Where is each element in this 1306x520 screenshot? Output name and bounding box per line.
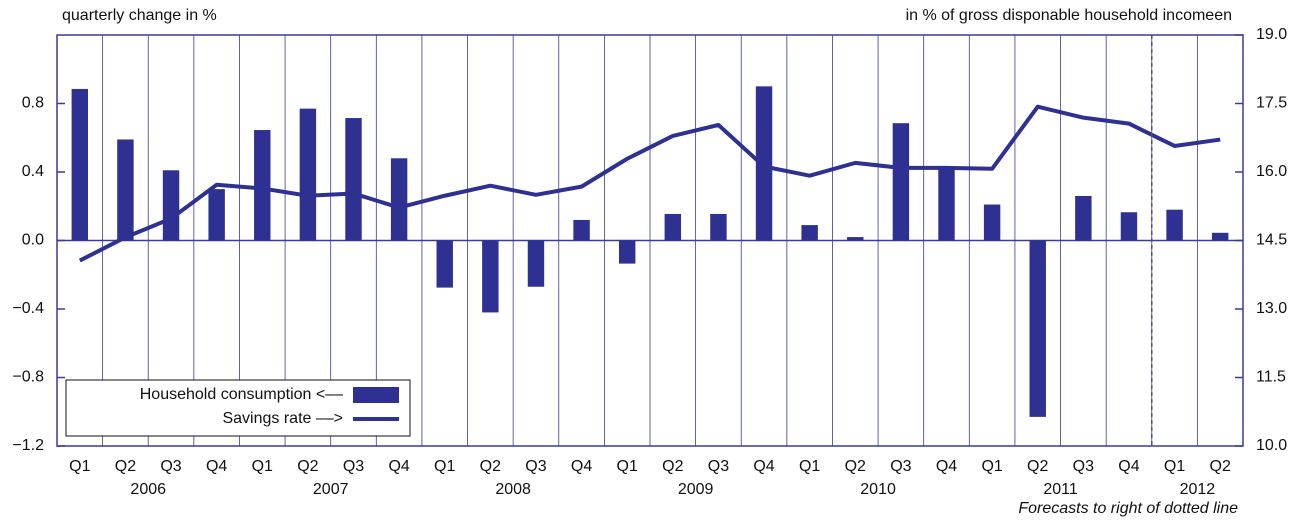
x-tick-label: Q1 bbox=[434, 458, 455, 475]
year-label: 2008 bbox=[495, 481, 531, 498]
x-tick-label: Q4 bbox=[753, 458, 774, 475]
year-label: 2006 bbox=[130, 481, 166, 498]
year-label: 2007 bbox=[313, 481, 349, 498]
plot-frame bbox=[56, 34, 1244, 447]
x-tick-label: Q1 bbox=[1164, 458, 1185, 475]
y-tick-label: −1.2 bbox=[12, 437, 44, 454]
left-axis-label: quarterly change in % bbox=[62, 7, 217, 24]
bar bbox=[573, 219, 590, 241]
bar bbox=[983, 204, 1001, 241]
legend-box bbox=[65, 379, 411, 437]
x-tick-label: Q2 bbox=[297, 458, 318, 475]
x-tick-label: Q1 bbox=[799, 458, 820, 475]
bar bbox=[938, 166, 955, 241]
year-label: 2009 bbox=[678, 481, 714, 498]
bar bbox=[1166, 209, 1183, 241]
bar bbox=[618, 240, 636, 264]
y2-tick-label: 16.0 bbox=[1256, 163, 1287, 180]
x-tick-label: Q3 bbox=[708, 458, 729, 475]
bar bbox=[847, 237, 864, 241]
x-tick-label: Q2 bbox=[480, 458, 501, 475]
bar bbox=[664, 213, 682, 241]
bar bbox=[390, 158, 408, 241]
y2-tick-label: 17.5 bbox=[1256, 95, 1287, 112]
x-tick-label: Q4 bbox=[388, 458, 409, 475]
x-tick-label: Q2 bbox=[845, 458, 866, 475]
line bbox=[78, 104, 1221, 263]
y-tick-label: −0.4 bbox=[12, 300, 44, 317]
x-tick-label: Q4 bbox=[571, 458, 592, 475]
year-label: 2010 bbox=[860, 481, 896, 498]
y-tick-label: 0.8 bbox=[22, 95, 44, 112]
x-tick-label: Q3 bbox=[343, 458, 364, 475]
x-tick-label: Q3 bbox=[525, 458, 546, 475]
bar bbox=[299, 108, 317, 241]
bar bbox=[117, 139, 134, 241]
y2-tick-label: 19.0 bbox=[1256, 26, 1287, 43]
bar bbox=[755, 86, 773, 241]
bar bbox=[162, 170, 180, 241]
x-tick-label: Q1 bbox=[617, 458, 638, 475]
year-label: 2011 bbox=[1043, 481, 1078, 498]
bar bbox=[892, 123, 910, 241]
bar bbox=[710, 213, 727, 241]
x-tick-label: Q2 bbox=[1027, 458, 1048, 475]
x-tick-label: Q3 bbox=[890, 458, 911, 475]
bar bbox=[482, 240, 499, 313]
bar bbox=[1120, 212, 1138, 241]
right-axis-label: in % of gross disponable household incom… bbox=[906, 7, 1232, 24]
x-tick-label: Q2 bbox=[115, 458, 136, 475]
x-tick-label: Q1 bbox=[69, 458, 90, 475]
y2-tick-label: 10.0 bbox=[1256, 437, 1287, 454]
y2-tick-label: 13.0 bbox=[1256, 300, 1287, 317]
x-tick-label: Q2 bbox=[1210, 458, 1231, 475]
bar bbox=[1075, 195, 1092, 241]
bar bbox=[1029, 240, 1046, 417]
x-tick-label: Q4 bbox=[1118, 458, 1139, 475]
bar bbox=[254, 130, 271, 241]
x-tick-label: Q4 bbox=[936, 458, 957, 475]
bar bbox=[527, 240, 545, 287]
bar bbox=[1211, 232, 1229, 241]
bar bbox=[71, 88, 89, 241]
legend-label: Household consumption <–– bbox=[140, 386, 343, 403]
y2-tick-label: 11.5 bbox=[1256, 369, 1286, 386]
y-tick-label: 0.4 bbox=[22, 163, 44, 180]
bar bbox=[436, 240, 453, 288]
legend-swatch bbox=[353, 387, 399, 403]
y-tick-label: 0.0 bbox=[22, 232, 44, 249]
year-label: 2012 bbox=[1180, 481, 1216, 498]
x-tick-label: Q3 bbox=[160, 458, 181, 475]
bar bbox=[801, 225, 818, 241]
legend-label: Savings rate ––> bbox=[222, 410, 343, 427]
x-tick-label: Q2 bbox=[662, 458, 683, 475]
bar bbox=[345, 118, 362, 241]
x-tick-label: Q4 bbox=[206, 458, 227, 475]
y-tick-label: −0.8 bbox=[12, 369, 44, 386]
footnote: Forecasts to right of dotted line bbox=[1018, 500, 1238, 517]
bar bbox=[208, 189, 225, 241]
y2-tick-label: 14.5 bbox=[1256, 232, 1287, 249]
x-tick-label: Q1 bbox=[252, 458, 273, 475]
x-tick-label: Q3 bbox=[1073, 458, 1094, 475]
x-tick-label: Q1 bbox=[981, 458, 1002, 475]
